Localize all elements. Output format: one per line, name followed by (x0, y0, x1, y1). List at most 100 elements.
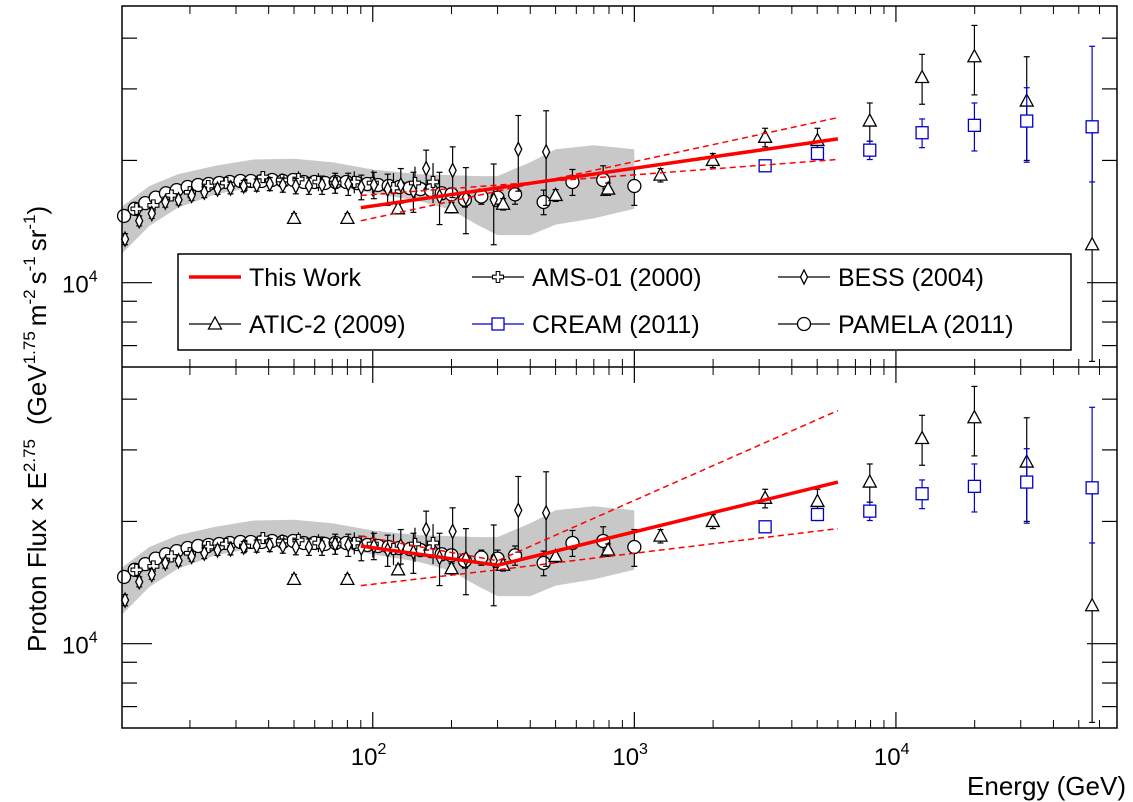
bess-2004-point (344, 175, 353, 193)
bess-2004-point (330, 174, 340, 192)
x-tick-base: 10 (612, 744, 639, 771)
pamela-2011-point (627, 539, 642, 555)
pamela-uncertainty-band (122, 506, 635, 615)
atic-2-2009-point (548, 548, 564, 563)
bess-2004-point (291, 538, 301, 556)
ams-01-2000-point (165, 550, 178, 563)
pamela-2011-point (507, 187, 523, 202)
legend-box (177, 253, 1072, 351)
x-axis-label: Energy (GeV) (967, 771, 1126, 801)
pamela-band-bottom (122, 506, 635, 615)
legend-entry-ams-01-2000: AMS-01 (2000) (472, 264, 702, 292)
panel-top (116, 24, 1100, 362)
y-label-unit-s: s (22, 271, 52, 284)
pamela-2011-point (627, 178, 642, 194)
legend-marker-circle (796, 316, 812, 332)
legend-label: This Work (249, 264, 362, 292)
atic-2-2009-point (862, 473, 878, 488)
bess-2004-point (421, 521, 431, 538)
legend-entry-bess-2004: BESS (2004) (778, 264, 984, 292)
atic-2-2009-point (286, 209, 302, 225)
ams-01-2000-point (147, 199, 160, 212)
legend-marker-square (491, 317, 505, 331)
x-tick-label: 104 (874, 741, 910, 771)
y-tick-label: 104 (62, 630, 98, 660)
this-work-line (360, 480, 839, 567)
legend-label: PAMELA (2011) (838, 311, 1014, 339)
atic-2-2009-point (914, 69, 930, 84)
cream-2011-point (758, 159, 772, 173)
panel-bottom (116, 385, 1100, 723)
data-points-bottom (116, 385, 1100, 723)
ams-01-2000-point (256, 171, 269, 184)
ams-01-2000-point (147, 560, 160, 573)
cream-2011-point (810, 507, 825, 522)
y-tick-exp: 4 (89, 630, 98, 647)
legend-marker-cross (491, 270, 505, 284)
atic-2-2009-point (600, 541, 616, 556)
bess-2004-point (187, 186, 196, 204)
atic-2-2009-point (862, 112, 878, 127)
atic-2-2009-point (1084, 236, 1100, 251)
legend-label: CREAM (2011) (532, 311, 700, 339)
legend-label: ATIC-2 (2009) (249, 311, 406, 339)
atic-2-2009-point (757, 128, 773, 143)
y-label-unit-sup1: 1.75 (20, 331, 39, 364)
atic-2-2009-point (809, 493, 826, 508)
this-work-fit-bottom (360, 409, 839, 587)
bess-2004-point (134, 212, 144, 230)
y-label-prefix-sup: 2.75 (20, 439, 39, 472)
atic-2-2009-point (443, 199, 460, 214)
bess-2004-point (265, 175, 275, 193)
bess-2004-point (344, 536, 353, 554)
atic-2-2009-point (286, 570, 302, 586)
atic-2-2009-point (390, 561, 406, 576)
y-label-prefix: Proton Flux × E (22, 472, 52, 652)
bess-2004-point (239, 177, 248, 195)
atic-2-2009-point (548, 187, 564, 202)
this-work-line (360, 137, 839, 210)
pamela-band-top (122, 145, 635, 254)
y-label-unit-sup3: -1 (20, 256, 39, 271)
cream-2011-point (863, 504, 877, 518)
bess-2004-point (226, 540, 235, 558)
bess-2004-point (252, 537, 261, 555)
bess-2004-point (200, 544, 209, 562)
cream-2011-point (1085, 481, 1099, 495)
fit-lower-bound (360, 527, 838, 587)
ams-01-2000-point (165, 189, 178, 202)
x-tick-exp: 3 (639, 741, 648, 758)
bess-2004-point (541, 143, 551, 161)
atic-2-2009-point (339, 209, 356, 225)
y-tick-base: 10 (62, 272, 89, 299)
bess-2004-point (304, 177, 314, 195)
cream-2011-point (967, 118, 982, 132)
atic-2-2009-point (1084, 597, 1100, 612)
legend: This Work AMS-01 (2000) BESS (2004) ATIC-2 … (177, 253, 1072, 351)
bess-2004-point (134, 573, 144, 591)
y-label-paren-open: (GeV (22, 364, 52, 425)
ams-01-2000-point (426, 536, 440, 550)
fit-upper-bound (360, 116, 839, 222)
cream-2011-point (915, 126, 929, 140)
legend-label: AMS-01 (2000) (532, 264, 702, 292)
pamela-uncertainty-band (122, 145, 635, 254)
legend-entry-this-work: This Work (189, 264, 362, 292)
y-axis-label: Proton Flux × E2.75(GeV1.75m-2s-1sr-1) (20, 206, 52, 652)
bess-2004-point (317, 176, 327, 194)
ams-01-2000-point (202, 179, 215, 193)
bess-2004-point (226, 179, 235, 197)
bess-2004-point (489, 191, 498, 209)
bess-2004-point (278, 537, 288, 555)
bess-2004-point (357, 178, 366, 196)
ams-01-2000-point (256, 532, 269, 545)
x-tick-exp: 2 (377, 741, 386, 758)
y-label-unit-sup2: -2 (20, 289, 39, 304)
bess-2004-point (200, 183, 209, 201)
atic-2-2009-point (966, 409, 983, 424)
bess-2004-point (147, 205, 157, 222)
bess-2004-point (161, 554, 170, 572)
ams-01-2000-point (426, 175, 440, 189)
cream-2011-point (810, 146, 825, 161)
ams-01-2000-point (408, 537, 422, 551)
